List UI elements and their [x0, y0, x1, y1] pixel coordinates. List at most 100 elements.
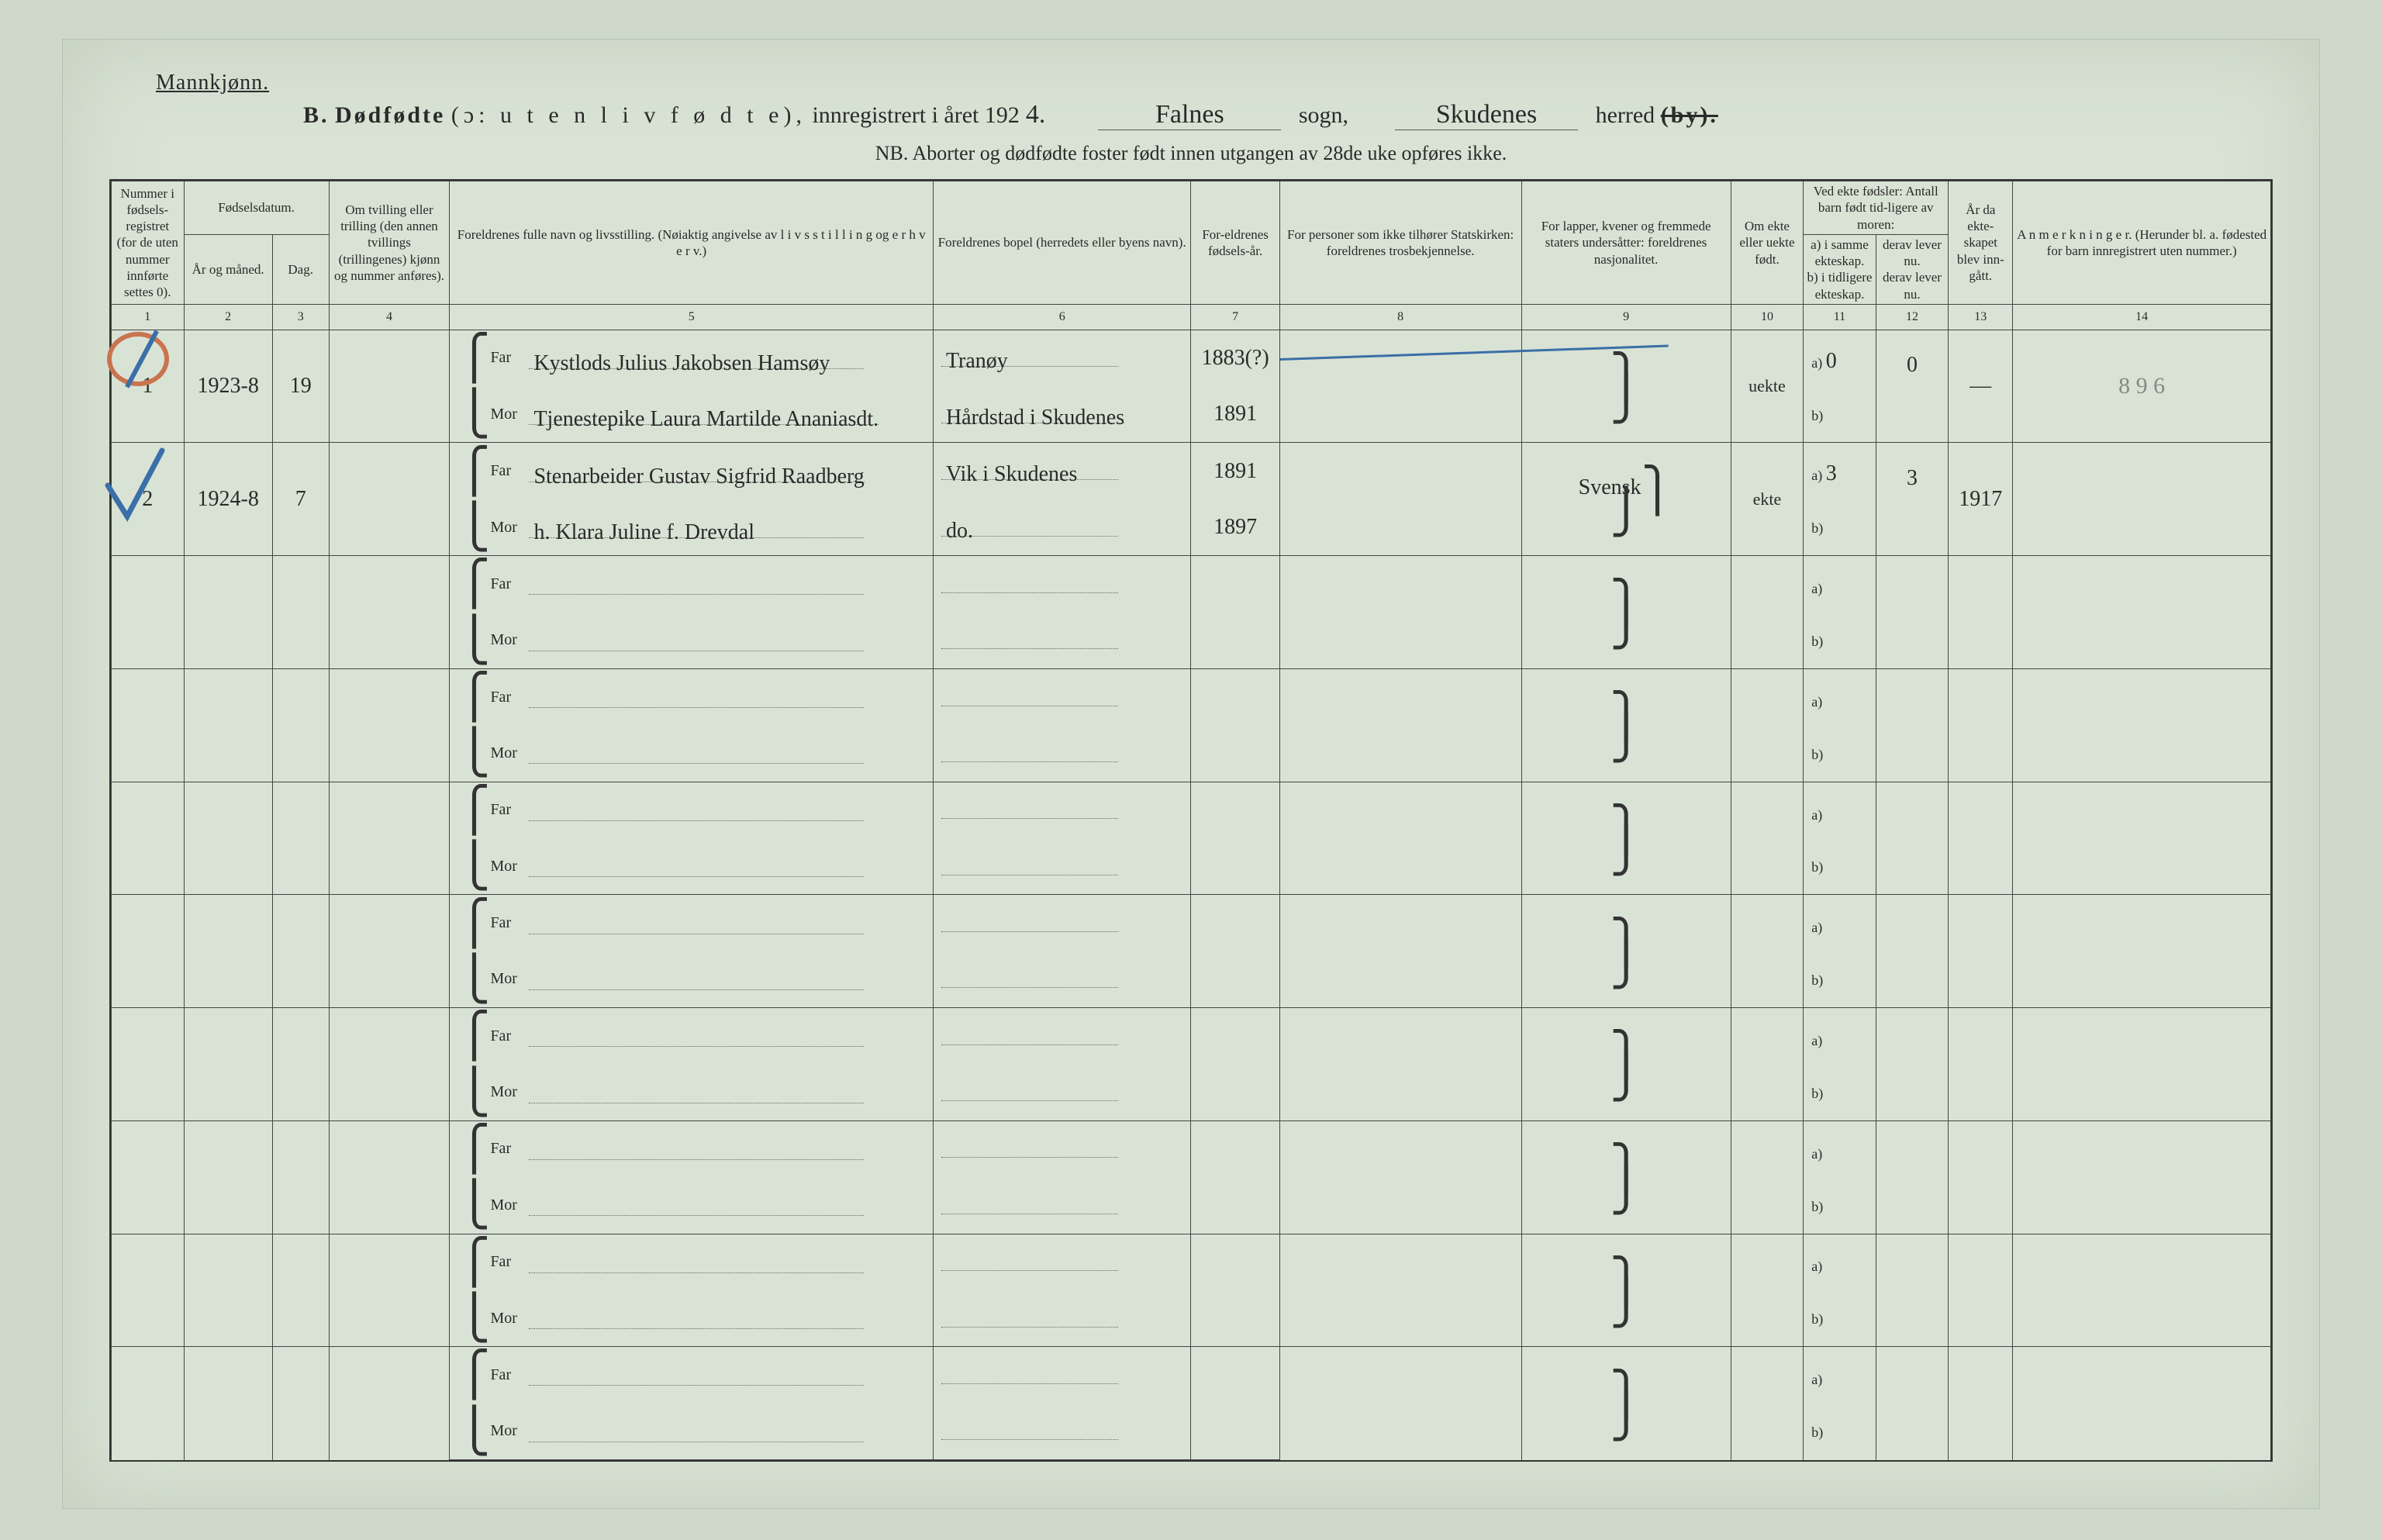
section-letter: B.: [303, 102, 330, 128]
legitimacy-cell: ekte: [1731, 443, 1804, 556]
parent-far-name: ⎧Far: [450, 1120, 934, 1177]
parent-far-name: ⎧Far: [450, 895, 934, 951]
table-row: ⎧Far⎫⎭a) b): [112, 1008, 2271, 1065]
prev-children-count: a) b): [1804, 1120, 1876, 1234]
parent-mor-year: 1897: [1191, 499, 1279, 556]
parent-mor-name: ⎩Mor: [450, 1290, 934, 1347]
entry-number: [112, 1008, 185, 1121]
birth-year-month: [184, 668, 272, 782]
prev-children-alive: [1876, 782, 1949, 895]
col-header: Foreldrenes bopel (herredets eller byens…: [933, 181, 1191, 305]
entry-number: [112, 556, 185, 669]
legitimacy-cell: [1731, 1234, 1804, 1347]
twin-cell: [329, 668, 450, 782]
table-row: ⎧Far⎫⎭a) b): [112, 1234, 2271, 1290]
parent-far-place: Tranøy: [933, 330, 1191, 386]
table-row: ⎧Far⎫⎭a) b): [112, 668, 2271, 725]
column-number: 11: [1804, 304, 1876, 330]
prev-children-count: a) b): [1804, 1347, 1876, 1460]
marriage-year: 1917: [1949, 443, 2013, 556]
column-number: 6: [933, 304, 1191, 330]
entry-number: [112, 668, 185, 782]
table-row: 11923-819⎧FarKystlods Julius Jakobsen Ha…: [112, 330, 2271, 386]
parent-mor-place: do.: [933, 499, 1191, 556]
parent-mor-year: [1191, 1404, 1279, 1460]
prev-children-alive: [1876, 895, 1949, 1008]
twin-cell: [329, 556, 450, 669]
parent-far-place: [933, 895, 1191, 951]
prev-children-alive: 0: [1876, 330, 1949, 443]
marriage-year: [1949, 1120, 2013, 1234]
column-number: 9: [1521, 304, 1731, 330]
birth-day: 7: [272, 443, 329, 556]
marriage-year: [1949, 1347, 2013, 1460]
table-row: ⎧Far⎫⎭a) b): [112, 1120, 2271, 1177]
twin-cell: [329, 1234, 450, 1347]
twin-cell: [329, 443, 450, 556]
parent-mor-name: ⎩Mor: [450, 838, 934, 895]
parent-mor-year: [1191, 613, 1279, 669]
register-grid: Nummer i fødsels-registret (for de uten …: [109, 179, 2273, 1462]
parent-mor-name: ⎩Morh. Klara Juline f. Drevdal: [450, 499, 934, 556]
herred-label: herred: [1596, 102, 1655, 128]
col-header: A n m e r k n i n g e r. (Herunder bl. a…: [2013, 181, 2271, 305]
parent-far-year: [1191, 895, 1279, 951]
register-sheet: Mannkjønn. B. Dødfødte (ɔ: u t e n l i v…: [62, 39, 2320, 1509]
column-number: 5: [450, 304, 934, 330]
remarks-cell: [2013, 1008, 2271, 1121]
legitimacy-cell: [1731, 668, 1804, 782]
religion-cell: [1279, 1008, 1521, 1121]
prev-children-count: a) 3b): [1804, 443, 1876, 556]
prev-children-count: a) b): [1804, 895, 1876, 1008]
col-subheader: a) i samme ekteskap. b) i tidligere ekte…: [1804, 234, 1876, 304]
table-row: 21924-87⎧FarStenarbeider Gustav Sigfrid …: [112, 443, 2271, 499]
prev-children-alive: 3: [1876, 443, 1949, 556]
parent-mor-year: [1191, 1290, 1279, 1347]
col-header: Ved ekte fødsler: Antall barn født tid-l…: [1804, 181, 1949, 235]
col-sub-a2: derav lever nu.: [1880, 237, 1945, 270]
title-paren: (ɔ: u t e n l i v f ø d t e),: [451, 102, 806, 128]
parent-far-place: Vik i Skudenes: [933, 443, 1191, 499]
herred-struck: (by).: [1661, 102, 1718, 128]
religion-cell: [1279, 895, 1521, 1008]
twin-cell: [329, 782, 450, 895]
twin-cell: [329, 330, 450, 443]
parent-mor-place: [933, 613, 1191, 669]
parent-mor-name: ⎩Mor: [450, 951, 934, 1008]
prev-children-alive: [1876, 556, 1949, 669]
parent-far-year: [1191, 556, 1279, 613]
parent-far-name: ⎧Far: [450, 556, 934, 613]
table-row: ⎧Far⎫⎭a) b): [112, 1347, 2271, 1404]
nationality-cell: ⎫⎭: [1521, 1008, 1731, 1121]
herred-value: Skudenes: [1395, 100, 1578, 130]
col-subheader: Dag.: [272, 234, 329, 304]
marriage-year: [1949, 556, 2013, 669]
parent-mor-year: [1191, 725, 1279, 782]
remarks-cell: [2013, 668, 2271, 782]
table-head: Nummer i fødsels-registret (for de uten …: [112, 181, 2271, 330]
nationality-cell: ⎫⎭: [1521, 556, 1731, 669]
birth-day: [272, 556, 329, 669]
col-sub-b2: derav lever nu.: [1880, 269, 1945, 302]
col-header: Nummer i fødsels-registret (for de uten …: [112, 181, 185, 305]
birth-day: [272, 1347, 329, 1460]
marriage-year: [1949, 782, 2013, 895]
religion-cell: [1279, 1347, 1521, 1460]
column-number-row: 1234567891011121314: [112, 304, 2271, 330]
parent-far-name: ⎧Far: [450, 1234, 934, 1290]
col-subheader: derav lever nu. derav lever nu.: [1876, 234, 1949, 304]
entry-number: [112, 1234, 185, 1347]
remarks-cell: [2013, 782, 2271, 895]
parent-mor-name: ⎩Mor: [450, 613, 934, 669]
birth-year-month: 1924-8: [184, 443, 272, 556]
column-number: 12: [1876, 304, 1949, 330]
parent-far-name: ⎧Far: [450, 1347, 934, 1404]
parent-far-name: ⎧FarStenarbeider Gustav Sigfrid Raadberg: [450, 443, 934, 499]
remarks-cell: 8 9 6: [2013, 330, 2271, 443]
column-number: 13: [1949, 304, 2013, 330]
prev-children-count: a) b): [1804, 1008, 1876, 1121]
religion-cell: [1279, 330, 1521, 443]
twin-cell: [329, 1347, 450, 1460]
remarks-cell: [2013, 895, 2271, 1008]
title-main: Dødfødte: [335, 102, 445, 128]
